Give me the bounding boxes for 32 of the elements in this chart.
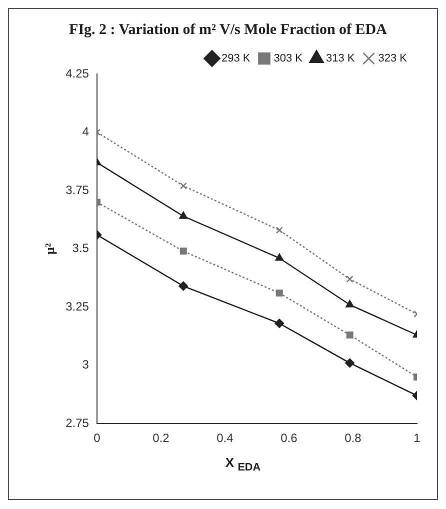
point <box>346 300 354 308</box>
legend-label: 293 K <box>222 52 251 65</box>
x-tick-label: 0 <box>94 431 101 446</box>
point <box>346 332 354 339</box>
y-tick-label: 4 <box>82 124 90 139</box>
y-tick-label: 2.75 <box>66 416 90 430</box>
point <box>276 290 283 297</box>
legend-label: 313 K <box>326 52 356 65</box>
y-axis-title: μ² <box>42 243 58 254</box>
point <box>345 358 354 368</box>
chart-title: FIg. 2 : Variation of m² V/s Mole Fraction of EDA <box>69 22 388 38</box>
x-axis-title: X $_{EDA}$ <box>224 455 262 474</box>
x-tick-label: 0.8 <box>344 431 362 446</box>
y-tick-label: 3 <box>82 358 90 372</box>
y-tick-label: 4.25 <box>66 66 90 80</box>
x-tick-label: 0.6 <box>280 431 298 446</box>
x-tick-label: 0.4 <box>216 431 234 446</box>
point <box>275 253 284 261</box>
legend-label: 323 K <box>378 52 408 65</box>
point <box>179 212 188 219</box>
x-tick-label: 1 <box>414 431 421 446</box>
x-tick-label: 0.2 <box>152 431 170 446</box>
y-tick-label: 3.5 <box>72 241 90 256</box>
y-tick-label: 3.25 <box>66 299 90 314</box>
y-tick-label: 3.75 <box>66 182 90 197</box>
point <box>180 182 187 190</box>
point <box>276 226 283 234</box>
legend-label: 303 K <box>274 52 304 65</box>
point <box>346 276 354 283</box>
point <box>274 318 284 328</box>
point <box>180 248 187 255</box>
point <box>178 281 188 291</box>
